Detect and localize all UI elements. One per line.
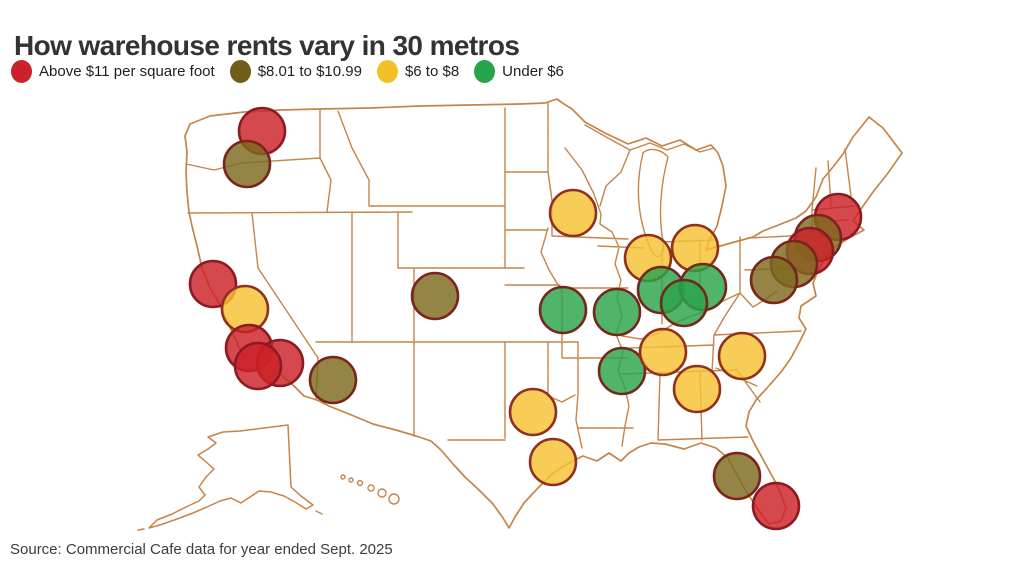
legend-swatch-under6-icon [474,60,496,83]
metro-circle [597,346,647,396]
metro-circle [751,481,801,531]
metro-circle [712,451,762,501]
legend-item-under6: Under $6 [474,60,564,83]
metro-circle [672,364,722,414]
legend: Above $11 per square foot $8.01 to $10.99… [11,60,564,83]
metro-circle [528,437,578,487]
metro-circle [592,287,642,337]
metro-circle [410,271,460,321]
metro-circle [538,285,588,335]
metro-circle [508,387,558,437]
legend-label: Under $6 [502,63,564,80]
alaska-outline [137,424,323,531]
metro-circle [308,355,358,405]
metro-circle [548,188,598,238]
metro-circle [188,259,238,309]
legend-item-above11: Above $11 per square foot [11,60,215,83]
metro-circle [233,341,283,391]
metro-circle [222,139,272,189]
metro-circle [749,255,799,305]
legend-item-6to8: $6 to $8 [376,60,460,83]
legend-swatch-6to8-icon [376,60,398,83]
metro-circle [659,278,709,328]
legend-swatch-above11-icon [11,60,32,83]
metro-circles [188,106,863,531]
metro-circle [717,331,767,381]
chart-title: How warehouse rents vary in 30 metros [14,29,520,61]
legend-label: Above $11 per square foot [39,63,215,80]
legend-item-8to11: $8.01 to $10.99 [229,60,362,83]
legend-label: $8.01 to $10.99 [257,63,362,80]
lower48-outline [184,98,903,529]
metro-circle [638,327,688,377]
hawaii-islands [340,474,400,505]
legend-swatch-8to11-icon [229,60,251,83]
legend-label: $6 to $8 [404,63,460,80]
source-attribution: Source: Commercial Cafe data for year en… [10,541,393,558]
